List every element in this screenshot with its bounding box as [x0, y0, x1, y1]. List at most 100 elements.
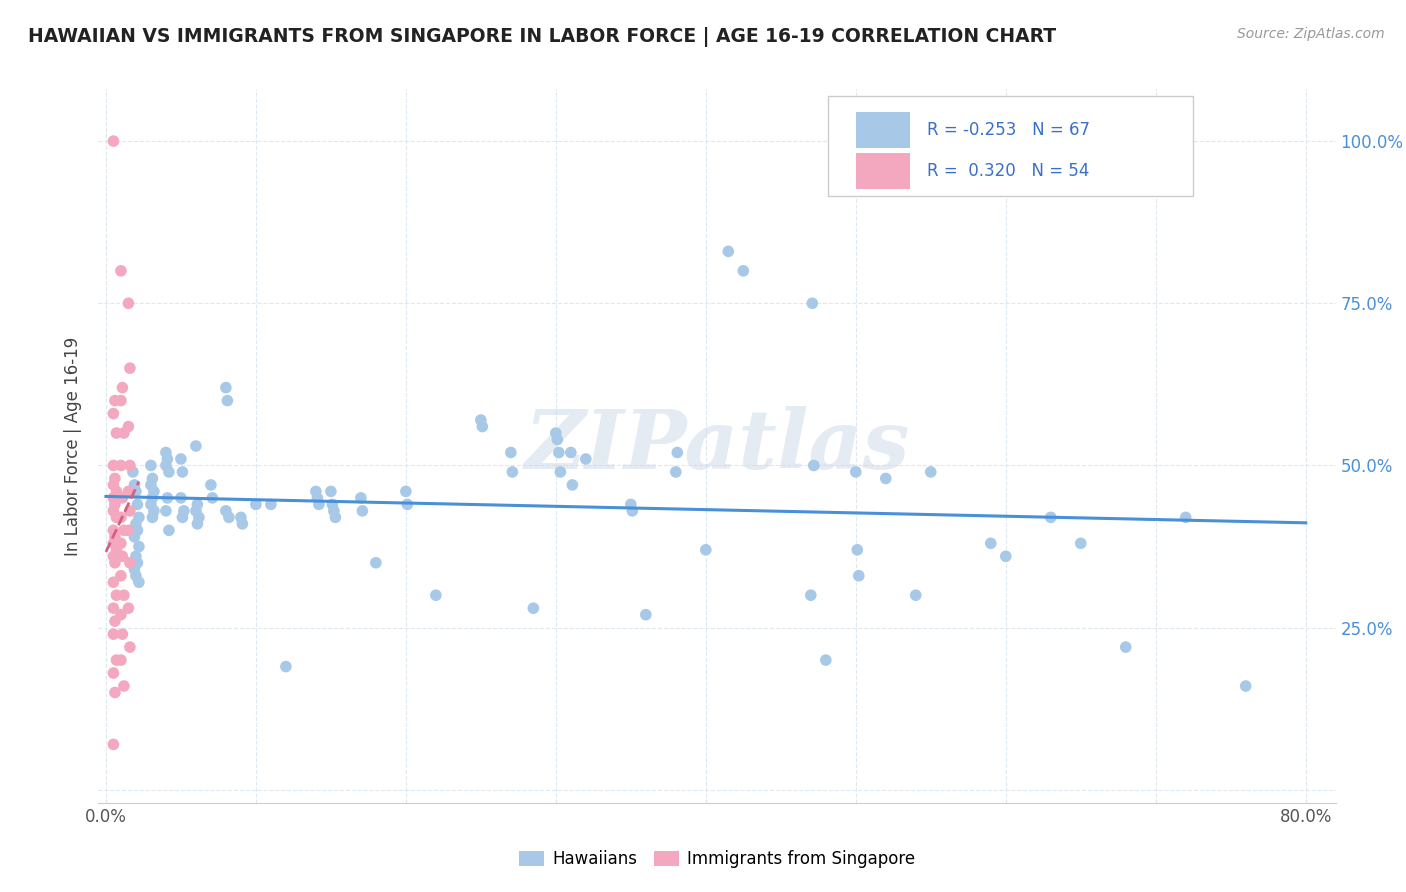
Point: [110, 510, 132, 524]
Point: [128, 510, 150, 524]
Point: [186, 516, 208, 531]
Text: R =  0.320   N = 54: R = 0.320 N = 54: [928, 162, 1090, 180]
Point: [141, 491, 163, 505]
Point: [172, 510, 194, 524]
Point: [103, 504, 125, 518]
Point: [560, 445, 582, 459]
Point: [547, 445, 569, 459]
Point: [104, 393, 127, 408]
Point: [184, 439, 207, 453]
Point: [170, 491, 193, 505]
Point: [157, 465, 180, 479]
Point: [128, 540, 150, 554]
Point: [103, 458, 125, 473]
Point: [717, 244, 740, 259]
Point: [217, 393, 239, 408]
Point: [305, 484, 328, 499]
Point: [801, 296, 824, 310]
Point: [561, 478, 583, 492]
Point: [117, 484, 139, 499]
Point: [364, 556, 387, 570]
Point: [110, 568, 132, 582]
Point: [103, 407, 125, 421]
Point: [110, 458, 132, 473]
Point: [307, 491, 329, 505]
Point: [111, 549, 134, 564]
Point: [111, 491, 134, 505]
Point: [156, 452, 179, 467]
Point: [103, 524, 125, 538]
Point: [124, 562, 146, 576]
Point: [103, 738, 125, 752]
Point: [1174, 510, 1197, 524]
Point: [173, 504, 195, 518]
Point: [846, 542, 869, 557]
Point: [118, 556, 141, 570]
Text: HAWAIIAN VS IMMIGRANTS FROM SINGAPORE IN LABOR FORCE | AGE 16-19 CORRELATION CHA: HAWAIIAN VS IMMIGRANTS FROM SINGAPORE IN…: [28, 27, 1056, 46]
Point: [124, 478, 146, 492]
Point: [321, 497, 343, 511]
Point: [117, 296, 139, 310]
Point: [103, 536, 125, 550]
Point: [522, 601, 544, 615]
Point: [125, 549, 148, 564]
Point: [1039, 510, 1062, 524]
Point: [575, 452, 598, 467]
Point: [112, 524, 135, 538]
Point: [201, 491, 224, 505]
Point: [215, 381, 238, 395]
Point: [546, 433, 568, 447]
Point: [104, 556, 127, 570]
Point: [634, 607, 657, 622]
Point: [103, 666, 125, 681]
Point: [111, 381, 134, 395]
Point: [127, 524, 149, 538]
Point: [139, 497, 162, 511]
Point: [105, 484, 128, 499]
Point: [104, 614, 127, 628]
Point: [110, 264, 132, 278]
Point: [814, 653, 837, 667]
Point: [103, 601, 125, 615]
Point: [920, 465, 942, 479]
Point: [666, 445, 689, 459]
Point: [733, 264, 755, 278]
Point: [105, 510, 128, 524]
Point: [105, 425, 128, 440]
Point: [875, 471, 897, 485]
Point: [117, 419, 139, 434]
Point: [322, 504, 344, 518]
Point: [103, 575, 125, 590]
Point: [845, 465, 868, 479]
Point: [125, 516, 148, 531]
Point: [139, 478, 162, 492]
Point: [124, 530, 146, 544]
Y-axis label: In Labor Force | Age 16-19: In Labor Force | Age 16-19: [65, 336, 83, 556]
Point: [103, 491, 125, 505]
Point: [155, 504, 177, 518]
Point: [350, 491, 373, 505]
Point: [105, 653, 128, 667]
Point: [118, 504, 141, 518]
Text: R = -0.253   N = 67: R = -0.253 N = 67: [928, 121, 1091, 139]
Point: [118, 361, 141, 376]
Point: [157, 524, 180, 538]
Point: [105, 588, 128, 602]
Point: [1234, 679, 1257, 693]
Point: [200, 478, 222, 492]
Point: [501, 465, 523, 479]
Text: Source: ZipAtlas.com: Source: ZipAtlas.com: [1237, 27, 1385, 41]
Point: [245, 497, 267, 511]
Point: [155, 445, 177, 459]
Point: [274, 659, 297, 673]
FancyBboxPatch shape: [856, 112, 910, 148]
Point: [125, 484, 148, 499]
Point: [695, 542, 717, 557]
Point: [125, 568, 148, 582]
Point: [112, 425, 135, 440]
Point: [260, 497, 283, 511]
Point: [127, 497, 149, 511]
Point: [218, 510, 240, 524]
Point: [1115, 640, 1137, 654]
Point: [994, 549, 1017, 564]
